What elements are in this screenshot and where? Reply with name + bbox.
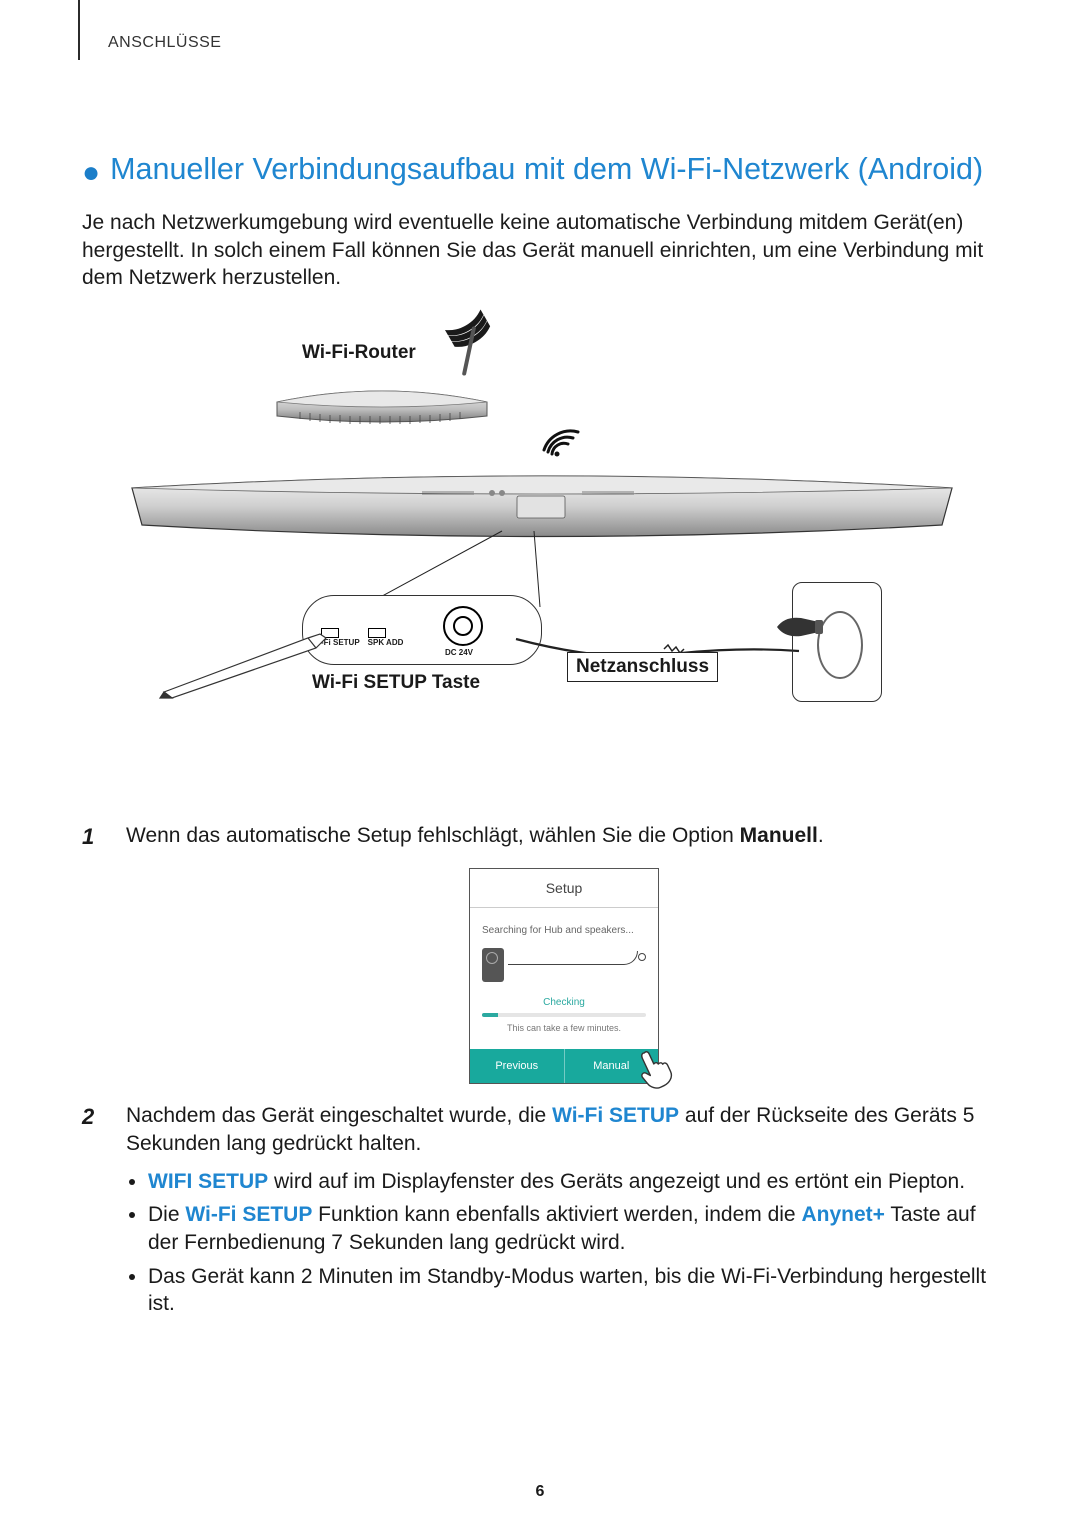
wifi-arc-icon — [540, 422, 582, 468]
step-1: Wenn das automatische Setup fehlschlägt,… — [82, 822, 1002, 1084]
router-label: Wi-Fi-Router — [302, 342, 416, 364]
step-2-bullet-2: Die Wi-Fi SETUP Funktion kann ebenfalls … — [148, 1201, 1002, 1256]
wifi-setup-button-label: Wi-Fi SETUP Taste — [312, 672, 480, 694]
intro-paragraph: Je nach Netzwerkumgebung wird eventuelle… — [82, 209, 1002, 292]
speaker-icon-row — [482, 948, 646, 982]
step-2-b2-mid: Funktion kann ebenfalls aktiviert werden… — [312, 1203, 801, 1226]
step-2-b1-accent: WIFI SETUP — [148, 1170, 268, 1193]
step-2: Nachdem das Gerät eingeschaltet wurde, d… — [82, 1102, 1002, 1318]
step-2-pre: Nachdem das Gerät eingeschaltet wurde, d… — [126, 1104, 552, 1127]
port-spk-label: SPK ADD — [368, 638, 404, 647]
dc-port-label: DC 24V — [445, 648, 473, 657]
step-1-text-post: . — [818, 824, 824, 847]
section-header: ANSCHLÜSSE — [108, 34, 221, 52]
dc-port — [443, 606, 483, 646]
step-2-b1-text: wird auf im Displayfenster des Geräts an… — [268, 1170, 965, 1193]
connection-diagram: ))) Wi-Fi-Router — [112, 302, 972, 802]
step-2-accent: Wi-Fi SETUP — [552, 1104, 679, 1127]
page-number: 6 — [0, 1483, 1080, 1501]
page-vertical-bar — [78, 0, 80, 60]
phone-previous-button[interactable]: Previous — [470, 1049, 564, 1084]
phone-note-text: This can take a few minutes. — [482, 1023, 646, 1035]
phone-mockup: Setup Searching for Hub and speakers... … — [469, 868, 659, 1084]
page-content: ● Manueller Verbindungsaufbau mit dem Wi… — [82, 150, 1002, 1336]
phone-title: Setup — [470, 869, 658, 907]
power-plug — [775, 612, 823, 642]
phone-searching-text: Searching for Hub and speakers... — [482, 924, 646, 937]
step-1-text-bold: Manuell — [740, 824, 818, 847]
step-2-b2-accent2: Anynet+ — [801, 1203, 884, 1226]
step-2-b2-pre: Die — [148, 1203, 185, 1226]
step-2-b2-accent1: Wi-Fi SETUP — [185, 1203, 312, 1226]
step-2-bullet-3: Das Gerät kann 2 Minuten im Standby-Modu… — [148, 1263, 1002, 1318]
phone-checking-text: Checking — [482, 996, 646, 1009]
page-title: Manueller Verbindungsaufbau mit dem Wi-F… — [110, 150, 983, 189]
step-2-bullet-1: WIFI SETUP wird auf im Displayfenster de… — [148, 1168, 1002, 1196]
wall-outlet — [792, 582, 882, 702]
title-bullet: ● — [82, 158, 100, 188]
phone-progress-bar — [482, 1013, 646, 1017]
power-connection-label: Netzanschluss — [567, 652, 718, 682]
speaker-icon — [482, 948, 504, 982]
router-illustration — [272, 372, 492, 427]
step-1-text-pre: Wenn das automatische Setup fehlschlägt,… — [126, 824, 740, 847]
